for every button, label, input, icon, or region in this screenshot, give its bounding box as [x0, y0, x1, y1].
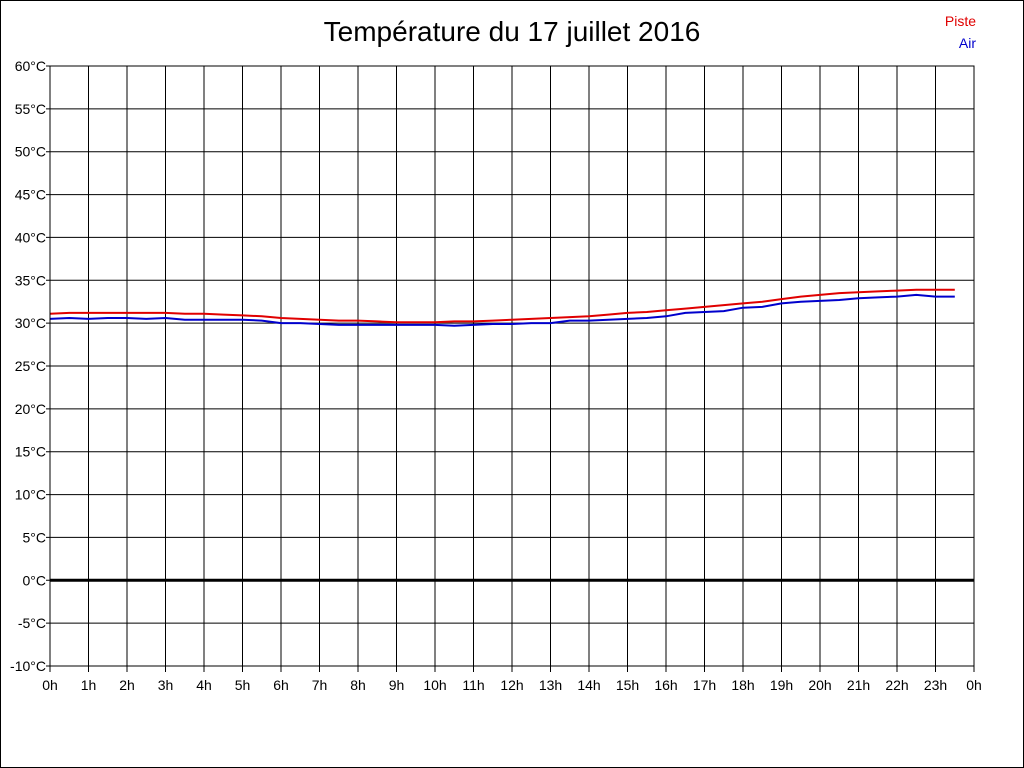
- y-tick-label: 40°C: [15, 229, 46, 245]
- x-tick-label: 16h: [654, 677, 677, 693]
- y-tick-label: 45°C: [15, 187, 46, 203]
- x-tick-label: 5h: [235, 677, 251, 693]
- y-tick-label: 15°C: [15, 444, 46, 460]
- y-tick-label: 10°C: [15, 487, 46, 503]
- x-tick-label: 17h: [693, 677, 716, 693]
- y-tick-label: 60°C: [15, 58, 46, 74]
- x-tick-label: 7h: [312, 677, 328, 693]
- y-tick-label: -10°C: [10, 658, 46, 674]
- y-tick-label: 0°C: [23, 572, 47, 588]
- y-tick-label: 5°C: [23, 529, 47, 545]
- y-tick-label: 25°C: [15, 358, 46, 374]
- x-tick-label: 22h: [885, 677, 908, 693]
- x-tick-label: 19h: [770, 677, 793, 693]
- y-tick-label: 30°C: [15, 315, 46, 331]
- x-tick-label: 0h: [42, 677, 58, 693]
- x-tick-label: 21h: [847, 677, 870, 693]
- x-tick-label: 14h: [577, 677, 600, 693]
- x-tick-label: 6h: [273, 677, 289, 693]
- x-tick-label: 23h: [924, 677, 947, 693]
- x-tick-label: 0h: [966, 677, 982, 693]
- x-tick-label: 10h: [423, 677, 446, 693]
- series-line-air: [49, 293, 955, 327]
- series-line-piste: [49, 288, 955, 324]
- x-tick-label: 15h: [616, 677, 639, 693]
- y-tick-label: -5°C: [18, 615, 46, 631]
- y-tick-label: 20°C: [15, 401, 46, 417]
- legend-entry-air: Air: [958, 35, 976, 51]
- y-tick-label: 55°C: [15, 101, 46, 117]
- x-tick-label: 9h: [389, 677, 405, 693]
- x-tick-label: 3h: [158, 677, 174, 693]
- y-tick-label: 35°C: [15, 272, 46, 288]
- x-tick-label: 11h: [462, 677, 484, 693]
- legend-entry-piste: Piste: [944, 13, 976, 29]
- x-tick-label: 12h: [500, 677, 523, 693]
- chart-title: Température du 17 juillet 2016: [323, 16, 701, 47]
- x-tick-label: 20h: [808, 677, 831, 693]
- y-tick-label: 50°C: [15, 144, 46, 160]
- plot-border: [49, 65, 975, 667]
- x-tick-label: 18h: [731, 677, 754, 693]
- x-tick-label: 2h: [119, 677, 135, 693]
- x-tick-label: 4h: [196, 677, 212, 693]
- x-tick-label: 1h: [81, 677, 97, 693]
- x-tick-label: 8h: [350, 677, 366, 693]
- x-tick-label: 13h: [539, 677, 562, 693]
